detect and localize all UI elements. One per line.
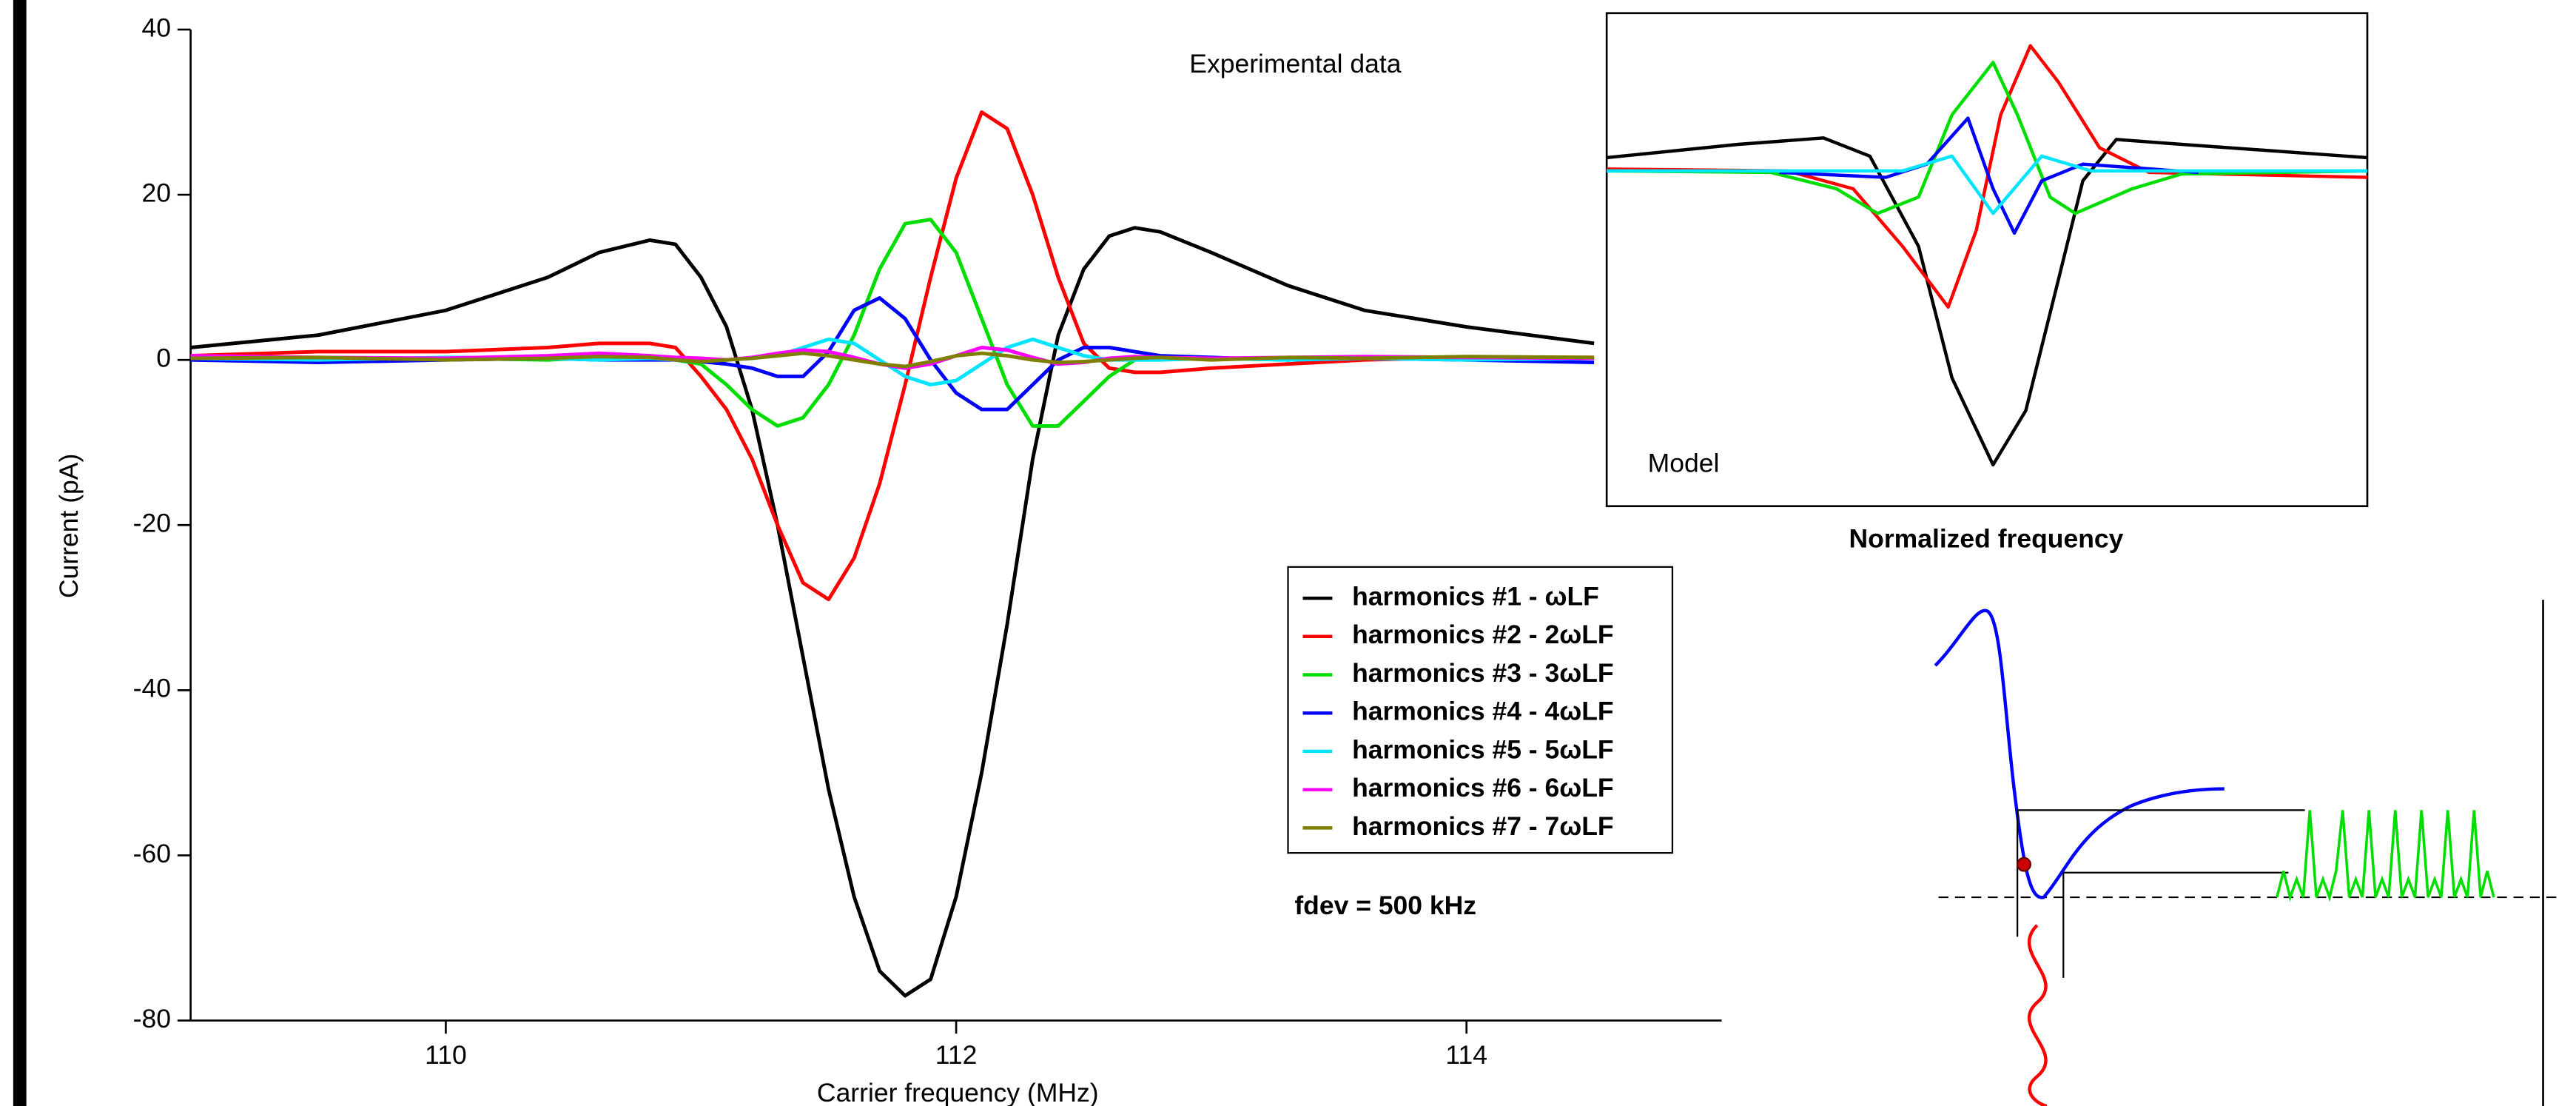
annotation: fdev = 500 kHz xyxy=(1294,891,1476,920)
chart-title: Experimental data xyxy=(1189,49,1401,78)
y-tick-label: -40 xyxy=(133,674,171,703)
inset-frame xyxy=(1605,12,2369,508)
legend-box xyxy=(1287,566,1674,854)
response-curve xyxy=(1934,609,2224,899)
data-line xyxy=(190,226,1595,998)
operating-point xyxy=(2017,857,2032,872)
data-line xyxy=(1606,136,2368,467)
x-tick-label: 110 xyxy=(425,1040,467,1070)
y-tick-label: 0 xyxy=(156,343,171,373)
y-tick-label: 20 xyxy=(141,178,170,207)
data-line xyxy=(1779,116,2199,235)
inset-title: Model xyxy=(1648,449,1720,478)
data-line xyxy=(1607,61,2368,215)
data-line xyxy=(1607,154,2367,215)
x-axis-label: Carrier frequency (MHz) xyxy=(817,1078,1099,1106)
data-line xyxy=(190,351,1595,369)
y-tick-label: -60 xyxy=(133,839,171,868)
x-tick-label: 114 xyxy=(1445,1040,1487,1070)
legend-label: harmonics #1 - ωLF xyxy=(1352,581,1599,611)
legend-label: harmonics #4 - 4ωLF xyxy=(1352,697,1614,726)
y-tick-label: -80 xyxy=(133,1004,171,1033)
data-line xyxy=(190,110,1595,602)
left-border xyxy=(13,0,27,1106)
inset-x-label: Normalized frequency xyxy=(1849,524,2124,554)
main-chart: -80 -60 -40 -20 0 20 40 110 112 114 Experimental d… xyxy=(54,13,1722,1106)
legend-label: harmonics #3 - 3ωLF xyxy=(1352,658,1614,688)
legend-label: harmonics #2 - 2ωLF xyxy=(1352,620,1614,649)
y-tick-label: -20 xyxy=(133,509,171,538)
schematic xyxy=(1934,600,2563,1106)
legend-label: harmonics #7 - 7ωLF xyxy=(1352,811,1614,841)
y-tick-label: 40 xyxy=(141,13,170,42)
y-axis-label: Current (pA) xyxy=(54,454,84,598)
legend-label: harmonics #6 - 6ωLF xyxy=(1352,773,1614,802)
modulation-wave xyxy=(2027,924,2048,1106)
legend-label: harmonics #5 - 5ωLF xyxy=(1352,734,1614,764)
harmonic-response xyxy=(2276,810,2495,902)
x-tick-label: 112 xyxy=(935,1040,978,1070)
data-line xyxy=(190,218,1595,428)
model-inset: Model Normalized frequency xyxy=(1605,12,2369,554)
